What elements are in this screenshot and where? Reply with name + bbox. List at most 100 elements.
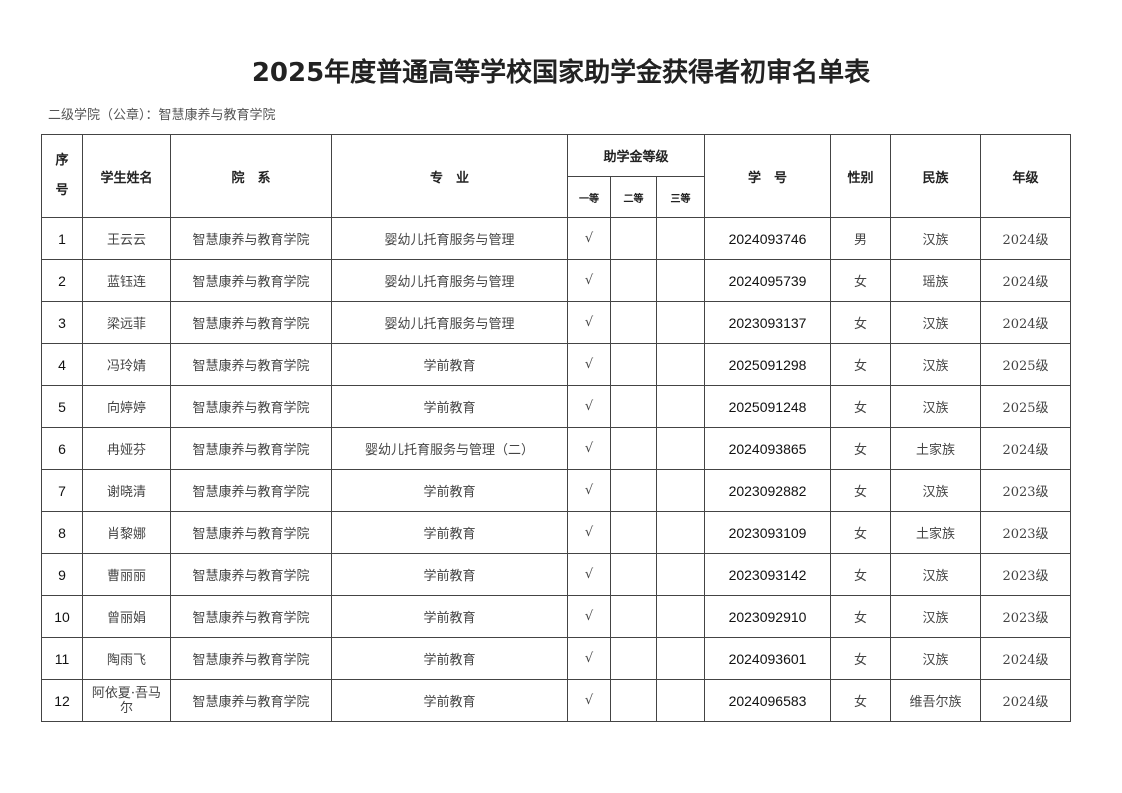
cell-ethnicity: 汉族 [890, 301, 981, 344]
cell-seq: 5 [41, 385, 83, 428]
cell-first: √ [567, 679, 611, 722]
cell-name: 陶雨飞 [82, 637, 171, 680]
cell-seq: 4 [41, 343, 83, 386]
cell-seq: 8 [41, 511, 83, 554]
table-row: 9 曹丽丽 智慧康养与教育学院 学前教育 √ 2023093142 女汉族 2023级 [41, 553, 1071, 596]
cell-major: 学前教育 [331, 343, 568, 386]
cell-second [610, 553, 657, 596]
cell-ethnicity: 汉族 [890, 469, 981, 512]
cell-gender: 女 [830, 595, 891, 638]
cell-id: 2023093137 [704, 301, 831, 344]
cell-grade: 2024级 [980, 217, 1071, 260]
header-seq: 序号 [41, 134, 83, 218]
cell-second [610, 259, 657, 302]
cell-seq: 6 [41, 427, 83, 470]
cell-grade: 2023级 [980, 469, 1071, 512]
cell-third [656, 469, 705, 512]
cell-first: √ [567, 637, 611, 680]
header-dept: 院 系 [170, 134, 332, 218]
cell-seq: 1 [41, 217, 83, 260]
cell-seq: 10 [41, 595, 83, 638]
cell-id: 2023092910 [704, 595, 831, 638]
cell-dept: 智慧康养与教育学院 [170, 595, 332, 638]
cell-grade: 2024级 [980, 679, 1071, 722]
cell-name: 谢晓清 [82, 469, 171, 512]
cell-ethnicity: 汉族 [890, 385, 981, 428]
header-third: 三等 [656, 176, 705, 218]
cell-major: 学前教育 [331, 385, 568, 428]
cell-grade: 2023级 [980, 595, 1071, 638]
cell-ethnicity: 汉族 [890, 595, 981, 638]
cell-gender: 女 [830, 259, 891, 302]
cell-gender: 女 [830, 385, 891, 428]
cell-third [656, 595, 705, 638]
table-row: 11 陶雨飞 智慧康养与教育学院 学前教育 √ 2024093601 女汉族 2024级 [41, 637, 1071, 680]
cell-grade: 2025级 [980, 385, 1071, 428]
cell-gender: 女 [830, 343, 891, 386]
cell-first: √ [567, 217, 611, 260]
cell-major: 学前教育 [331, 679, 568, 722]
table-row: 8 肖黎娜 智慧康养与教育学院 学前教育 √ 2023093109 女土家族 2023级 [41, 511, 1071, 554]
cell-dept: 智慧康养与教育学院 [170, 679, 332, 722]
cell-gender: 女 [830, 553, 891, 596]
cell-second [610, 679, 657, 722]
cell-first: √ [567, 301, 611, 344]
cell-id: 2025091298 [704, 343, 831, 386]
cell-ethnicity: 土家族 [890, 511, 981, 554]
cell-gender: 女 [830, 469, 891, 512]
cell-seq: 11 [41, 637, 83, 680]
cell-second [610, 217, 657, 260]
cell-dept: 智慧康养与教育学院 [170, 343, 332, 386]
cell-ethnicity: 汉族 [890, 217, 981, 260]
cell-gender: 女 [830, 637, 891, 680]
cell-third [656, 217, 705, 260]
cell-ethnicity: 土家族 [890, 427, 981, 470]
cell-dept: 智慧康养与教育学院 [170, 511, 332, 554]
table-row: 1 王云云 智慧康养与教育学院 婴幼儿托育服务与管理 √ 2024093746 男汉族 202… [41, 217, 1071, 260]
table-row: 2 蓝钰连 智慧康养与教育学院 婴幼儿托育服务与管理 √ 2024095739 女瑶族 202… [41, 259, 1071, 302]
cell-dept: 智慧康养与教育学院 [170, 259, 332, 302]
cell-grade: 2024级 [980, 637, 1071, 680]
cell-third [656, 427, 705, 470]
table-row: 5 向婷婷 智慧康养与教育学院 学前教育 √ 2025091248 女汉族 2025级 [41, 385, 1071, 428]
cell-seq: 12 [41, 679, 83, 722]
header-grade: 年级 [980, 134, 1071, 218]
cell-second [610, 385, 657, 428]
cell-second [610, 595, 657, 638]
cell-third [656, 679, 705, 722]
cell-second [610, 301, 657, 344]
header-gender: 性别 [830, 134, 891, 218]
header-name: 学生姓名 [82, 134, 171, 218]
cell-id: 2023092882 [704, 469, 831, 512]
cell-seq: 2 [41, 259, 83, 302]
cell-gender: 女 [830, 427, 891, 470]
cell-name: 冉娅芬 [82, 427, 171, 470]
cell-dept: 智慧康养与教育学院 [170, 427, 332, 470]
cell-gender: 女 [830, 511, 891, 554]
cell-major: 学前教育 [331, 511, 568, 554]
cell-id: 2023093109 [704, 511, 831, 554]
cell-name: 蓝钰连 [82, 259, 171, 302]
cell-major: 学前教育 [331, 553, 568, 596]
cell-first: √ [567, 469, 611, 512]
cell-id: 2024093601 [704, 637, 831, 680]
cell-third [656, 343, 705, 386]
cell-major: 婴幼儿托育服务与管理（二） [331, 427, 568, 470]
header-ethnicity: 民族 [890, 134, 981, 218]
cell-second [610, 469, 657, 512]
cell-grade: 2023级 [980, 553, 1071, 596]
cell-id: 2023093142 [704, 553, 831, 596]
header-major: 专 业 [331, 134, 568, 218]
cell-name: 向婷婷 [82, 385, 171, 428]
header-level: 助学金等级 [567, 134, 705, 177]
cell-second [610, 343, 657, 386]
cell-grade: 2024级 [980, 259, 1071, 302]
table-row: 10 曾丽娟 智慧康养与教育学院 学前教育 √ 2023092910 女汉族 2023级 [41, 595, 1071, 638]
document-title: 2025年度普通高等学校国家助学金获得者初审名单表 [251, 58, 871, 88]
cell-id: 2024095739 [704, 259, 831, 302]
cell-first: √ [567, 385, 611, 428]
cell-first: √ [567, 343, 611, 386]
cell-third [656, 553, 705, 596]
cell-id: 2024093746 [704, 217, 831, 260]
table-row: 12 阿依夏·吾马尔 智慧康养与教育学院 学前教育 √ 2024096583 女维吾尔族 20… [41, 679, 1071, 722]
